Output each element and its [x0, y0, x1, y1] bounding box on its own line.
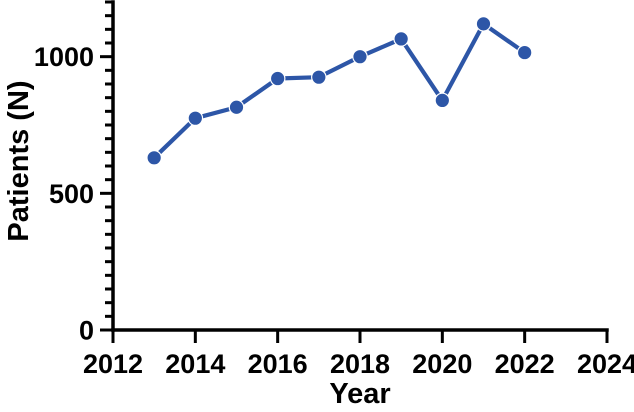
data-point [516, 44, 533, 61]
data-point [393, 31, 409, 47]
data-point [269, 70, 286, 87]
data-point [434, 92, 451, 109]
y-tick-label: 0 [79, 316, 94, 346]
data-line [152, 21, 526, 160]
axes [111, 0, 609, 332]
data-point [187, 110, 204, 126]
data-point [228, 99, 245, 116]
y-tick-label: 500 [49, 179, 94, 209]
x-tick-label: 2012 [83, 349, 143, 379]
x-tick-label: 2016 [248, 349, 308, 379]
x-tick-label: 2024 [577, 349, 634, 379]
x-tick-label: 2022 [495, 349, 555, 379]
x-tick-label: 2020 [412, 349, 472, 379]
x-tick-label: 2014 [165, 349, 225, 379]
data-points [146, 16, 533, 166]
y-tick-label: 1000 [34, 42, 94, 72]
data-point [311, 69, 327, 85]
y-axis-title: Patients (N) [3, 80, 35, 242]
tick-labels: 0 500 1000 2012 2014 2016 2018 2020 2022 2024 [34, 42, 634, 379]
data-point [352, 48, 368, 65]
x-axis-title: Year [329, 378, 391, 410]
y-ticks [100, 0, 112, 332]
data-point [475, 16, 492, 32]
x-tick-label: 2018 [330, 349, 390, 379]
data-point [146, 150, 162, 166]
x-ticks [111, 331, 609, 343]
